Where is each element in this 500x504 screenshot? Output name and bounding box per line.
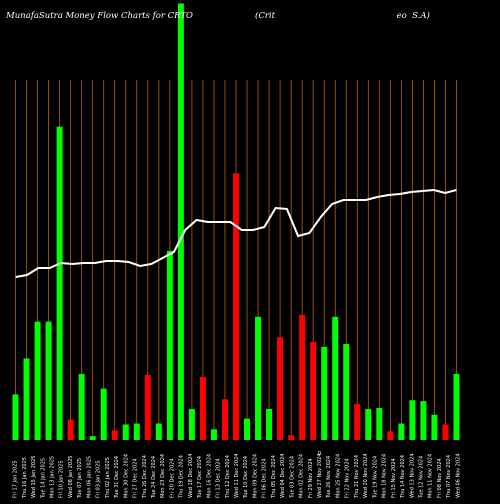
x-tick-label: Tue 31 Dec 2024 xyxy=(114,456,120,499)
x-tick-label: Mon 09 Dec 2024 xyxy=(252,454,258,498)
x-tick-label: Fri 10 Jan 2025 xyxy=(59,460,65,498)
x-tick-label: Wed 11 Dec 2024 xyxy=(234,454,240,498)
x-tick-label: Wed 06 Nov 2024 xyxy=(455,453,461,498)
x-tick-label: Mon 16 Dec 2024 xyxy=(206,454,212,498)
x-tick-label: Thu 07 Nov 2024 xyxy=(446,455,452,499)
x-tick-label: Thu 05 Dec 2024 xyxy=(271,455,277,499)
x-tick-label: Tue 24 Dec 2024 xyxy=(151,456,157,499)
x-tick-label: Tue 10 Dec 2024 xyxy=(243,456,249,499)
x-tick-label: Thu 12 Dec 2024 xyxy=(225,455,231,499)
money-flow-bar xyxy=(12,394,19,440)
money-flow-bar xyxy=(221,399,228,440)
x-tick-label: Tue 03 Dec 2024 xyxy=(289,456,295,499)
x-tick-label: Thu 26 Dec 2024 xyxy=(142,455,148,499)
x-tick-label: Thu 14 Nov 2024 xyxy=(400,455,406,499)
chart-title-right: (Crit eo S.A) xyxy=(255,10,430,21)
money-flow-bar xyxy=(34,321,41,440)
x-tick-label: Tue 19 Nov 2024 xyxy=(372,456,378,499)
chart-title-left: MunafaSutra Money Flow Charts for CRTO xyxy=(5,11,193,21)
money-flow-bar xyxy=(365,408,372,440)
x-tick-label: Tue 14 Jan 2025 xyxy=(40,458,46,499)
money-flow-bar xyxy=(89,436,96,440)
x-tick-label: Thu 21 Nov 2024 xyxy=(354,455,360,499)
x-tick-label: Wed 04 Dec 2024 xyxy=(280,454,286,498)
x-tick-label: Mon 18 Nov 2024 xyxy=(382,454,388,498)
money-flow-bar xyxy=(376,407,383,440)
x-tick-label: Fri 29 Nov 2024 xyxy=(308,458,314,498)
x-tick-label: Mon 11 Nov 2024 xyxy=(428,454,434,498)
x-tick-label: Tue 07 Jan 2025 xyxy=(77,458,83,499)
x-axis-zero-marker: 0 xyxy=(318,451,321,457)
money-flow-bar xyxy=(233,173,239,440)
money-flow-bar xyxy=(177,3,184,440)
x-tick-label: Mon 13 Jan 2025 xyxy=(50,456,56,498)
money-flow-bar xyxy=(67,419,74,440)
money-flow-bar xyxy=(266,408,273,440)
x-tick-label: Tue 17 Dec 2024 xyxy=(197,456,203,499)
money-flow-bar xyxy=(144,375,151,440)
money-flow-bar xyxy=(56,126,63,440)
money-flow-bar xyxy=(122,424,129,440)
x-tick-label: Fri 17 Jan 2025 xyxy=(13,460,19,498)
money-flow-bar xyxy=(133,423,140,440)
x-tick-label: Fri 08 Nov 2024 xyxy=(437,458,443,498)
money-flow-bar xyxy=(354,404,361,440)
money-flow-bar xyxy=(453,374,460,440)
x-tick-label: Mon 02 Dec 2024 xyxy=(299,454,305,498)
money-flow-bar xyxy=(277,337,284,440)
money-flow-bar xyxy=(45,321,52,440)
x-tick-label: Fri 13 Dec 2024 xyxy=(216,459,222,499)
x-tick-label: Mon 25 Nov 2024 xyxy=(336,454,342,498)
x-tick-label: Fri 15 Nov 2024 xyxy=(391,458,397,498)
money-flow-bar xyxy=(387,431,394,440)
x-tick-label: Wed 20 Nov 2024 xyxy=(363,453,369,498)
money-flow-bar xyxy=(409,400,416,440)
money-flow-bar xyxy=(321,346,328,440)
money-flow-bar xyxy=(332,316,339,440)
x-tick-label: Mon 23 Dec 2024 xyxy=(160,454,166,498)
price-line-layer xyxy=(15,188,457,278)
money-flow-bar xyxy=(111,430,118,440)
x-tick-label: Fri 22 Nov 2024 xyxy=(345,458,351,498)
money-flow-bar xyxy=(210,429,217,440)
x-tick-label: Thu 16 Jan 2025 xyxy=(22,457,28,499)
money-flow-bar xyxy=(78,374,85,440)
x-tick-label: Mon 06 Jan 2025 xyxy=(86,456,92,498)
x-tick-label: Tue 12 Nov 2024 xyxy=(419,456,425,499)
x-tick-label: Mon 30 Dec 2024 xyxy=(123,454,129,498)
x-tick-label: Thu 19 Dec 2024 xyxy=(179,455,185,499)
money-flow-bar xyxy=(431,414,438,440)
money-flow-bar xyxy=(166,250,173,440)
money-flow-bar xyxy=(244,418,251,440)
money-flow-bar xyxy=(100,388,107,440)
money-flow-bar xyxy=(23,358,30,440)
x-tick-label: Wed 15 Jan 2025 xyxy=(31,456,37,498)
bar-series xyxy=(12,3,460,440)
money-flow-bar xyxy=(155,423,162,440)
money-flow-bar xyxy=(255,316,262,440)
x-tick-label: Fri 03 Jan 2025 xyxy=(96,460,102,498)
x-tick-label: Wed 27 Nov 2024 xyxy=(317,453,323,498)
money-flow-bar xyxy=(420,401,427,440)
money-flow-bar xyxy=(398,423,405,440)
x-tick-labels: Fri 17 Jan 2025 Thu 16 Jan 2025 Wed 15 Jan… xyxy=(13,453,462,499)
x-tick-label: Fri 27 Dec 2024 xyxy=(133,459,139,499)
money-flow-bar xyxy=(442,424,449,440)
x-tick-label: Wed 13 Nov 2024 xyxy=(409,453,415,498)
x-tick-label: Tue 26 Nov 2024 xyxy=(326,456,332,499)
x-tick-label: Fri 06 Dec 2024 xyxy=(262,459,268,499)
money-flow-bar xyxy=(188,408,195,440)
money-flow-bar xyxy=(199,376,206,440)
x-tick-label: Wed 08 Jan 2025 xyxy=(68,456,74,498)
money-flow-bar xyxy=(299,314,306,440)
money-flow-bar xyxy=(288,435,295,440)
price-line xyxy=(15,188,457,278)
x-tick-label: Fri 20 Dec 2024 xyxy=(169,459,175,499)
money-flow-bar xyxy=(310,342,317,440)
x-tick-label: Wed 18 Dec 2024 xyxy=(188,454,194,498)
money-flow-bar xyxy=(343,343,350,440)
x-tick-label: Thu 02 Jan 2025 xyxy=(105,457,111,499)
